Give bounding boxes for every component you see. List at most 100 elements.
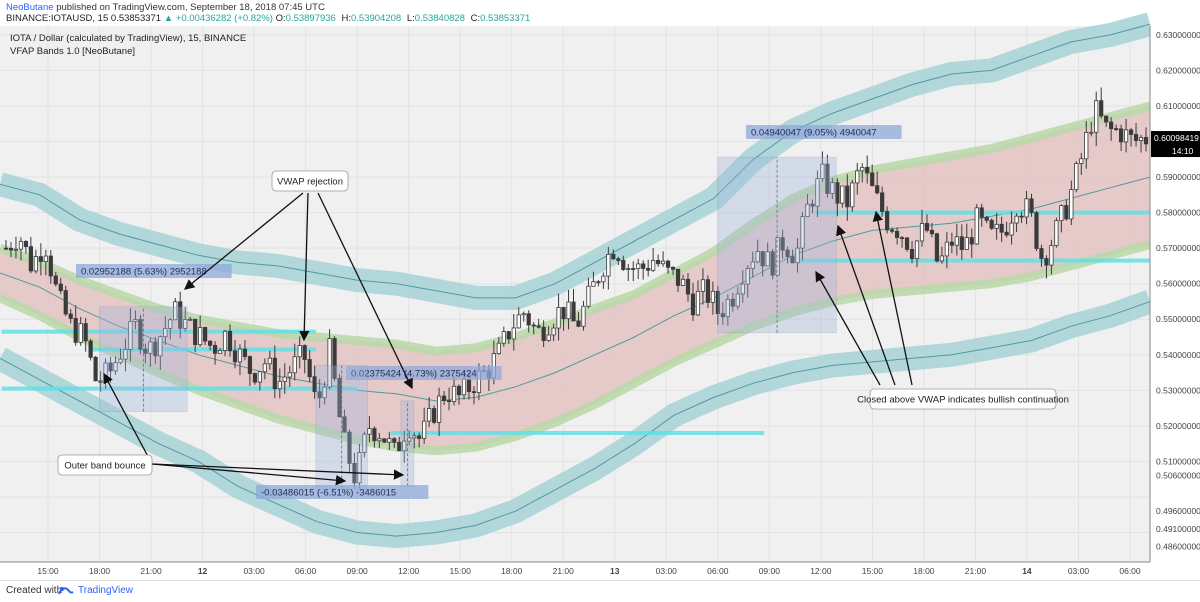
candle-body [1074,163,1079,191]
price-range-label: 0.04940047 (9.05%) 4940047 [751,128,877,139]
low-label: L: [406,13,415,24]
candle-body [924,222,930,231]
candle-body [48,255,53,277]
candle-body [93,356,98,382]
candle-body [78,323,83,343]
candle-body [297,345,302,358]
candle-body [631,268,636,270]
candle-body [929,229,935,235]
price-tick-label: 0.61000000 [1156,101,1200,111]
candle-body [576,320,581,327]
candle-body [506,331,511,340]
candle-body [272,357,277,390]
candle-body [755,251,760,263]
candle-body [606,253,611,277]
candle-body [810,203,815,207]
candle-body [163,327,168,338]
candle-body [128,321,133,350]
annotation-text: Outer band bounce [64,461,145,472]
time-tick-label: 12:00 [398,566,420,576]
time-tick-label: 13 [610,566,620,576]
price-range-label-bg [746,125,902,139]
candle-body [621,260,626,270]
support-resistance-level [800,258,1150,263]
price-change: ▲ +0.00436282 (+0.82%) [163,13,273,24]
candle-body [277,380,282,390]
outer-upper-line [0,23,1151,299]
price-tick-label: 0.54000000 [1156,350,1200,360]
candle-body [541,326,546,341]
candle-body [805,203,810,218]
candle-body [1143,137,1149,145]
tradingview-link[interactable]: TradingView [78,585,134,596]
candle-body [944,241,949,257]
published-text: published on TradingView.com, September … [56,2,325,13]
annotation-arrow [151,463,347,486]
time-axis-bg [0,562,1200,580]
price-tick-label: 0.57000000 [1156,243,1200,253]
candle-body [392,438,397,443]
candle-body [591,281,596,287]
candle-body [870,172,875,187]
candle-body [267,357,272,365]
candle-body [775,237,780,276]
candle-body [227,330,233,352]
author-link[interactable]: NeoButane [6,2,54,13]
candle-body [890,229,895,232]
price-tick-label: 0.58000000 [1156,208,1200,218]
candle-body [964,237,969,250]
candle-body [98,380,103,383]
candle-body [217,350,223,354]
price-tick-label: 0.51000000 [1156,456,1200,466]
candle-body [626,268,631,270]
candle-body [596,281,601,284]
candle-body [601,275,606,283]
candle-body [651,260,656,271]
annotation-arrow [317,192,413,390]
candle-body [427,408,432,422]
candle-body [88,340,93,358]
candle-body [1109,121,1114,129]
candle-body [909,249,915,259]
candle-body [212,344,218,354]
candle-body [387,438,392,443]
candle-body [979,207,984,218]
candle-body [362,433,367,453]
candle-body [302,345,307,360]
candle-body [735,293,740,307]
candle-body [690,293,696,316]
candle-body [13,248,19,251]
candle-body [322,386,327,399]
time-tick-label: 06:00 [1119,566,1141,576]
high-label: H: [341,13,351,24]
candle-body [999,223,1004,233]
candle-body [118,358,123,364]
candle-body [680,278,686,286]
candle-body [815,178,820,207]
candle-body [865,166,870,174]
candle-body [715,290,720,314]
time-tick-label: 21:00 [140,566,162,576]
candle-body [1094,100,1099,133]
ohlc-line: BINANCE:IOTAUSD, 15 0.53853371 ▲ +0.0043… [6,13,533,24]
candle-body [1059,205,1064,222]
candle-body [437,395,442,423]
candle-body [1024,198,1029,218]
candle-body [521,313,526,316]
candle-body [720,313,725,318]
candle-body [611,253,616,260]
candle-body [397,441,402,452]
candle-body [860,166,865,172]
created-with-text: Created with [6,585,63,596]
candle-body [1133,134,1139,141]
candle-body [750,261,755,269]
candle-body [770,251,775,276]
candle-body [307,359,312,378]
candle-body [446,400,452,403]
candle-body [1099,100,1104,117]
candle-body [158,336,163,357]
time-tick-label: 03:00 [1068,566,1090,576]
candle-body [38,256,43,262]
candle-body [466,378,472,393]
